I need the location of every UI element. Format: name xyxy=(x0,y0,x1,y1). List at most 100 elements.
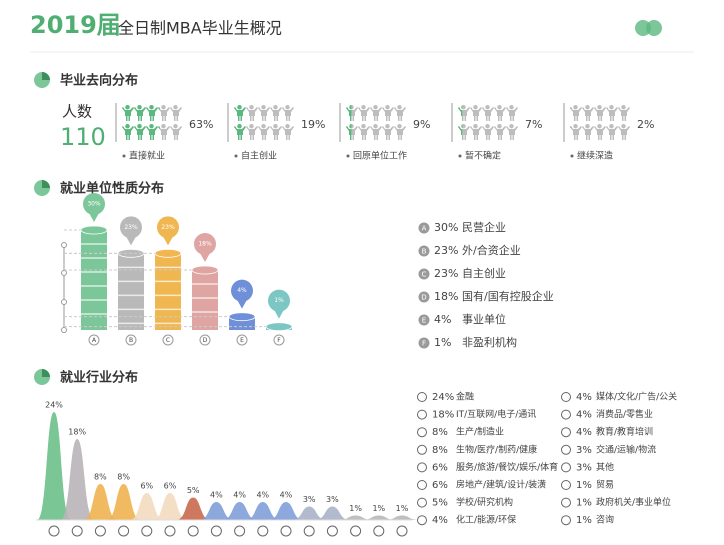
x-tick-label: F xyxy=(277,337,281,344)
peak xyxy=(361,515,396,520)
bar-value-label: 18% xyxy=(198,241,212,248)
person-head xyxy=(249,105,254,110)
person-head xyxy=(125,124,130,129)
person-body xyxy=(470,107,482,121)
legend-label: 事业单位 xyxy=(462,312,506,326)
person-icon xyxy=(594,124,606,140)
person-icon xyxy=(594,105,606,121)
peak-value-label: 4% xyxy=(280,491,293,500)
legend-letter: E xyxy=(422,317,426,325)
person-body xyxy=(170,107,182,121)
person-icon xyxy=(146,124,158,140)
legend-label: 教育/教育培训 xyxy=(596,426,653,438)
legend-value: 1% xyxy=(576,515,592,526)
peak-value-label: 4% xyxy=(256,491,269,500)
bullet xyxy=(122,154,126,158)
person-icon xyxy=(134,105,146,121)
person-icon xyxy=(494,124,506,140)
person-body xyxy=(346,107,352,121)
peak-value-label: 8% xyxy=(117,473,130,482)
letter-circle xyxy=(88,334,100,346)
bullet xyxy=(234,154,238,158)
industry-icon xyxy=(373,525,385,537)
person-body xyxy=(282,107,294,121)
person-body xyxy=(158,126,170,140)
person-icon xyxy=(394,124,406,140)
axis-dot xyxy=(61,242,67,248)
person-body xyxy=(358,126,370,140)
industry-icon xyxy=(350,525,362,537)
person-body xyxy=(482,126,494,140)
peak xyxy=(106,484,141,520)
x-tick-label: B xyxy=(129,337,133,344)
legend-label: IT/互联网/电子/通讯 xyxy=(456,408,536,420)
legend-label: 其他 xyxy=(596,461,614,473)
letter-circle xyxy=(125,334,137,346)
peak xyxy=(176,497,211,520)
person-head xyxy=(161,105,166,110)
legend-value: 23% xyxy=(434,244,458,257)
legend-value: 1% xyxy=(576,498,592,509)
person-icon xyxy=(470,105,482,121)
person-icon xyxy=(618,105,630,121)
person-body xyxy=(482,107,494,121)
person-head xyxy=(585,105,590,110)
person-icon xyxy=(570,107,572,110)
legend-label: 消费品/零售业 xyxy=(596,408,653,420)
industry-icon xyxy=(257,525,269,537)
balloon xyxy=(200,253,210,262)
person-icon xyxy=(158,126,160,130)
legend-icon xyxy=(417,497,427,508)
legend-icon xyxy=(561,497,571,508)
person-icon xyxy=(234,124,246,140)
person-head xyxy=(385,105,390,110)
person-icon xyxy=(134,124,146,140)
legend-value: 4% xyxy=(576,410,592,421)
peak-value-label: 24% xyxy=(45,401,63,410)
person-icon xyxy=(482,124,494,140)
person-body xyxy=(370,107,382,121)
legend-label: 非盈利机构 xyxy=(462,335,517,349)
peak-value-label: 3% xyxy=(303,495,316,504)
legend-icon xyxy=(561,444,571,455)
person-body xyxy=(594,107,606,121)
person-head xyxy=(385,124,390,129)
person-icon xyxy=(606,105,618,121)
peak-value-label: 1% xyxy=(396,504,409,513)
person-icon xyxy=(506,105,518,121)
person-body xyxy=(258,107,270,121)
legend-value: 4% xyxy=(434,313,451,326)
person-icon xyxy=(370,124,382,140)
industry-icon xyxy=(234,525,246,537)
industry-icon xyxy=(210,525,222,537)
pictogram-fill xyxy=(458,105,463,140)
legend-icon xyxy=(417,462,427,473)
legend-value: 23% xyxy=(434,267,458,280)
person-head xyxy=(485,124,490,129)
legend-icon xyxy=(561,515,571,526)
legend-value: 5% xyxy=(432,498,448,509)
legend-icon xyxy=(417,427,427,438)
legend-icon xyxy=(561,427,571,438)
bar-value-label: 30% xyxy=(87,201,101,208)
person-body xyxy=(258,126,270,140)
total-label: 人数 xyxy=(62,103,92,121)
person-icon xyxy=(582,124,594,140)
industry-icon xyxy=(164,525,176,537)
legend-icon xyxy=(417,392,427,402)
legend-circle xyxy=(418,314,430,326)
legend-icon xyxy=(417,409,427,420)
industry-icon xyxy=(71,525,83,537)
bar xyxy=(81,230,107,330)
person-head xyxy=(573,105,578,110)
section-title: 就业行业分布 xyxy=(60,370,138,386)
person-head xyxy=(137,124,142,129)
person-icon xyxy=(258,124,270,140)
person-head xyxy=(149,124,154,129)
person-body xyxy=(134,126,146,140)
person-body xyxy=(570,126,572,129)
pictogram-fill xyxy=(570,107,572,129)
decor xyxy=(635,20,651,36)
peak-value-label: 3% xyxy=(326,495,339,504)
